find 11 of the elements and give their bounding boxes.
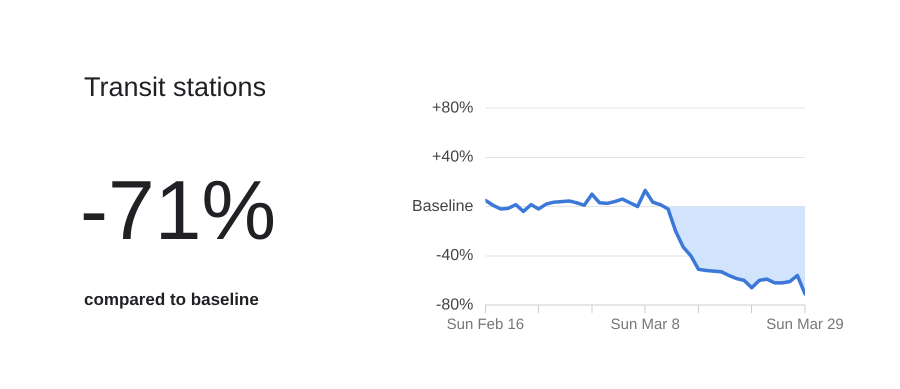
x-tick-label: Sun Mar 29 bbox=[766, 316, 844, 334]
x-tick-label: Sun Feb 16 bbox=[446, 316, 524, 334]
y-tick-label: -40% bbox=[436, 247, 474, 264]
y-tick-label: -80% bbox=[436, 296, 474, 314]
text: -71% bbox=[80, 162, 276, 259]
y-tick-label: +80% bbox=[432, 99, 474, 116]
x-tick-label: Sun Mar 8 bbox=[610, 316, 680, 334]
y-tick-label: +40% bbox=[432, 148, 474, 166]
text: Transit stations bbox=[84, 72, 266, 103]
text: compared to baseline bbox=[84, 290, 259, 310]
y-tick-label: Baseline bbox=[412, 198, 474, 215]
